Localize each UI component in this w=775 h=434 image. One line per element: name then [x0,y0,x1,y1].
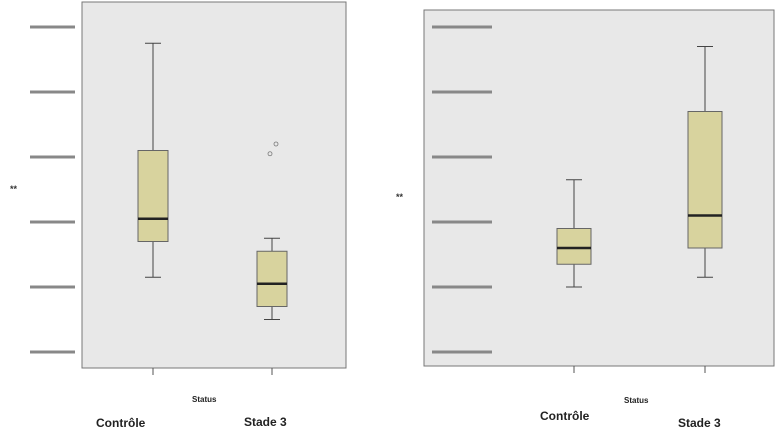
y-tick-marks-right [432,25,492,354]
box-iqr-right-1 [687,111,723,249]
category-label-stade3-left: Stade 3 [244,415,287,429]
category-label-stade3-right: Stade 3 [678,416,721,430]
category-label-controle-right: Contrôle [540,409,590,423]
x-axis-title-left: Status [192,395,217,404]
box-iqr-right-0 [556,228,592,265]
outlier-left-1-1 [273,141,279,147]
plot-area-left [81,1,347,369]
box-iqr-left-1 [256,250,288,307]
chart-left: ** Status Contrôle Stade 3 [10,1,347,430]
outlier-left-1-0 [267,151,273,157]
y-axis-label-left: ** [10,184,18,194]
category-label-controle-left: Contrôle [96,416,146,430]
chart-right: ** Status Contrôle Stade 3 [396,9,775,430]
y-axis-label-right: ** [396,192,404,202]
y-tick-marks-left [30,25,75,354]
box-iqr-left-0 [137,150,169,242]
boxes-left [137,42,288,320]
boxes-right [556,46,723,288]
x-axis-title-right: Status [624,396,649,405]
x-tick-marks-left [152,368,273,375]
x-tick-marks-right [573,366,706,373]
